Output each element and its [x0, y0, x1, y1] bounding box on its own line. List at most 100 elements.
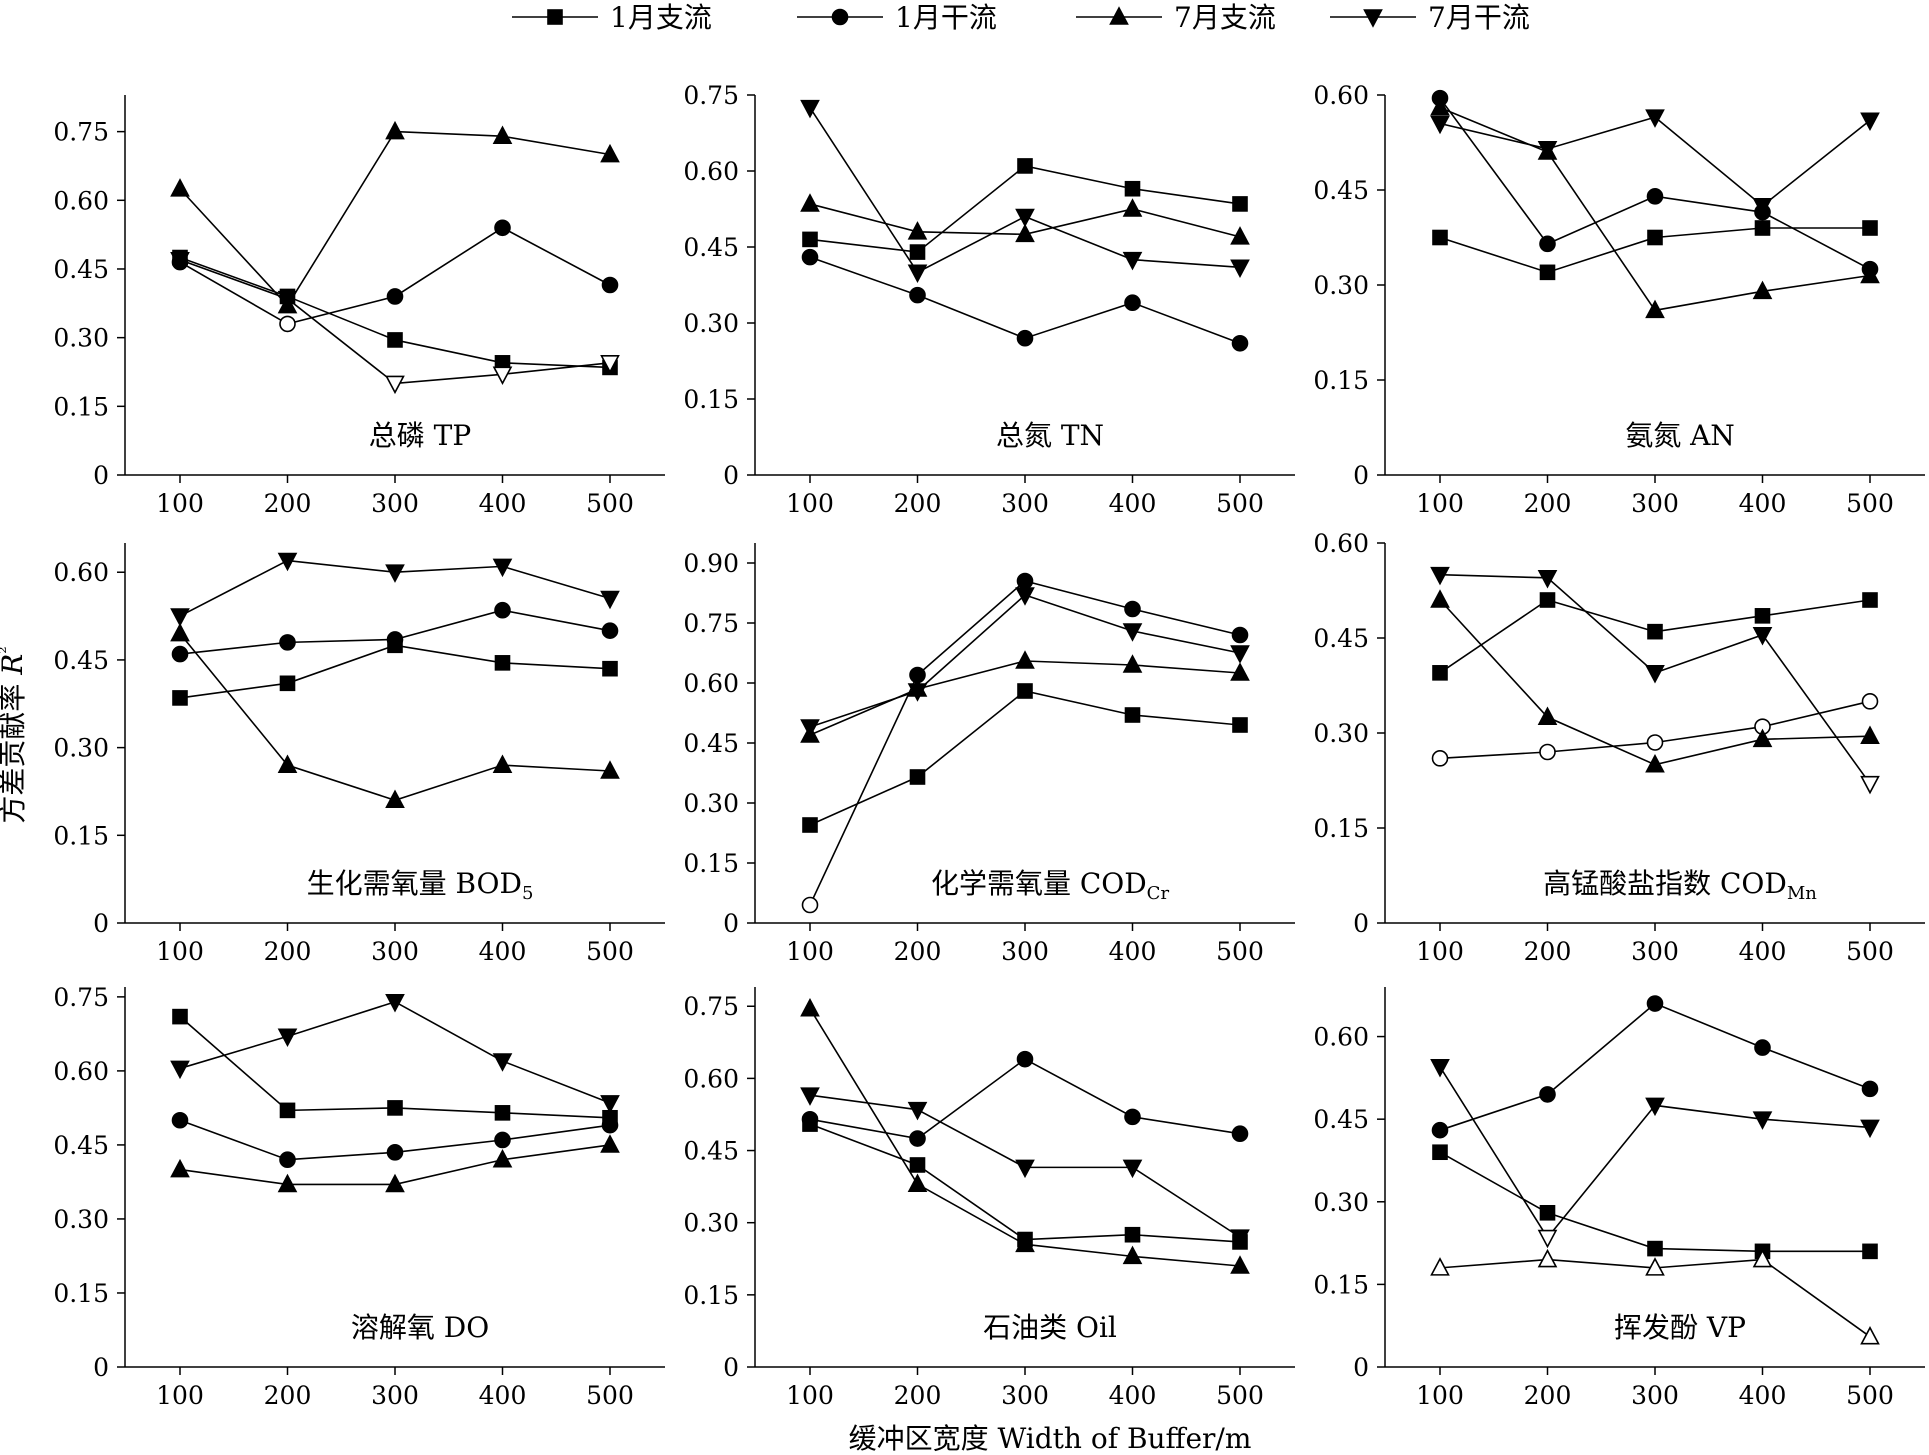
data-point	[1539, 743, 1556, 761]
data-point	[277, 290, 298, 310]
data-point	[907, 221, 928, 240]
data-point	[907, 264, 928, 284]
y-tick-label: 0.45	[1313, 176, 1369, 205]
data-point	[1124, 600, 1141, 618]
data-point	[1017, 158, 1033, 174]
y-tick-label: 0.15	[683, 385, 739, 414]
series-line	[809, 1058, 1241, 1140]
y-tick-label: 0	[93, 909, 109, 938]
x-tick-label: 400	[479, 489, 527, 518]
y-tick-label: 0.75	[683, 992, 739, 1021]
data-point	[385, 120, 405, 140]
y-tick-label: 0	[1353, 909, 1369, 938]
y-tick-label: 0.60	[53, 558, 109, 587]
panel-title: 氨氮 AN	[1625, 419, 1735, 452]
data-point	[1537, 1248, 1558, 1268]
y-tick-label: 0.75	[683, 609, 739, 638]
x-tick-label: 100	[156, 489, 204, 518]
y-axis-title: 方差贡献率 R²	[0, 646, 29, 823]
data-point	[1122, 198, 1143, 217]
data-point	[1430, 589, 1450, 608]
chart-panel: 0 0.15 0.30 0.45 0.60 100 200 300 400 500 高锰酸盐指数 C…	[1313, 529, 1925, 966]
x-tick-label: 300	[1001, 489, 1049, 518]
data-point	[1230, 662, 1250, 681]
series-line	[179, 633, 611, 802]
x-tick-label: 400	[1109, 1381, 1157, 1410]
data-point	[1646, 995, 1664, 1012]
x-tick-label: 100	[786, 937, 834, 966]
data-point	[600, 355, 620, 374]
chart-panel: 0 0.15 0.30 0.45 0.60 0.75 100 200 300 400 500 总氮 T…	[683, 81, 1295, 518]
chart-panel: 0 0.15 0.30 0.45 0.60 0.75 100 200 300 400 500 石油类 …	[683, 987, 1295, 1410]
panel-title: 溶解氧 DO	[351, 1311, 489, 1344]
x-tick-label: 100	[1416, 937, 1464, 966]
data-point	[1645, 753, 1665, 773]
data-point	[600, 590, 620, 610]
data-point	[172, 1008, 188, 1025]
y-tick-label: 0.60	[1313, 1023, 1369, 1052]
data-point	[1646, 188, 1664, 205]
panel-title: 总氮 TN	[996, 419, 1104, 452]
chart-panel: 0 0.15 0.30 0.45 0.60 0.75 100 200 300 400 500 总磷 T…	[53, 95, 665, 518]
y-tick-label: 0.45	[53, 646, 109, 675]
y-tick-label: 0.45	[683, 1137, 739, 1166]
data-point	[1231, 1125, 1249, 1143]
data-point	[1537, 1229, 1558, 1249]
x-tick-label: 200	[894, 489, 942, 518]
data-point	[600, 1095, 620, 1114]
data-point	[1646, 734, 1664, 751]
x-tick-label: 500	[1216, 937, 1264, 966]
data-point	[1124, 707, 1141, 723]
y-tick-label: 0	[723, 461, 739, 490]
y-tick-label: 0	[723, 909, 739, 938]
data-point	[1862, 220, 1878, 236]
data-point	[1752, 627, 1773, 646]
data-point	[170, 252, 190, 271]
data-point	[1537, 141, 1558, 160]
data-point	[1647, 1240, 1663, 1257]
x-tick-label: 300	[371, 1381, 419, 1410]
data-point	[1645, 1097, 1665, 1117]
data-point	[1432, 1144, 1448, 1161]
data-point	[909, 1130, 926, 1147]
data-point	[1230, 259, 1250, 278]
data-point	[1016, 1050, 1034, 1068]
data-point	[1861, 1080, 1879, 1098]
data-point	[800, 997, 820, 1017]
data-point	[601, 276, 619, 294]
data-point	[494, 1105, 511, 1121]
legend-item: 7月支流	[1076, 1, 1276, 34]
data-point	[387, 1100, 403, 1116]
data-point	[1860, 1326, 1880, 1345]
data-point	[1431, 1121, 1449, 1139]
x-tick-label: 100	[1416, 489, 1464, 518]
y-tick-label: 0.15	[1313, 1270, 1369, 1299]
panel-title: 石油类 Oil	[983, 1311, 1117, 1344]
data-point	[1230, 1255, 1250, 1274]
x-tick-label: 200	[1524, 937, 1572, 966]
data-point	[1539, 1204, 1556, 1221]
data-point	[277, 1028, 298, 1048]
data-point	[1122, 1245, 1143, 1265]
data-point	[171, 645, 189, 663]
x-tick-label: 200	[1524, 489, 1572, 518]
data-point	[1539, 592, 1556, 608]
data-point	[386, 288, 404, 305]
data-point	[1647, 623, 1663, 640]
data-point	[1754, 1039, 1771, 1056]
legend-marker	[831, 8, 849, 26]
data-point	[800, 193, 820, 212]
y-tick-label: 0.15	[53, 392, 109, 421]
data-point	[909, 244, 926, 260]
chart-panel: 0 0.15 0.30 0.45 0.60 100 200 300 400 500 生化需氧量 BO…	[53, 543, 665, 966]
data-point	[1539, 264, 1556, 281]
legend-item: 1月干流	[797, 1, 997, 34]
data-point	[1015, 650, 1035, 669]
data-point	[1015, 1159, 1035, 1179]
data-point	[1015, 223, 1035, 243]
legend-marker	[1109, 6, 1129, 25]
y-tick-label: 0.60	[1313, 81, 1369, 110]
y-tick-label: 0	[1353, 461, 1369, 490]
data-point	[385, 994, 405, 1013]
data-point	[1124, 1108, 1141, 1126]
